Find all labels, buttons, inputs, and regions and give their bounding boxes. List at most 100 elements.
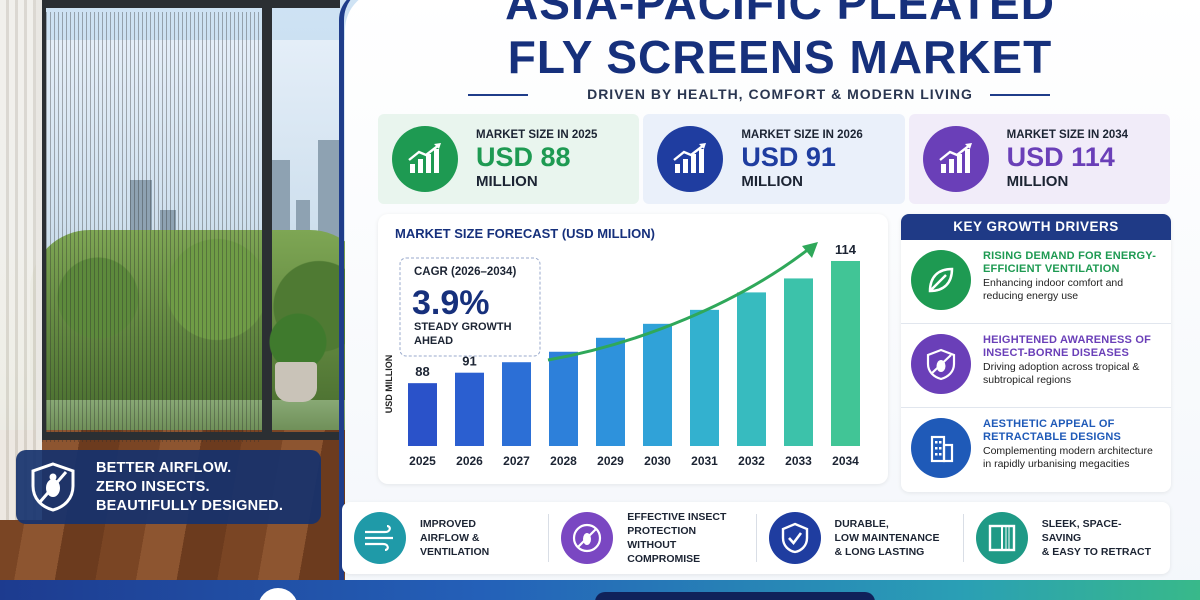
driver-desc: Complementing modern architecture in rap… [983,445,1153,470]
cagr-box [399,257,541,357]
x-tick-label: 2027 [503,454,530,468]
feature-line: SLEEK, SPACE-SAVING [1041,518,1122,544]
tagline-badge: BETTER AIRFLOW. ZERO INSECTS. BEAUTIFULL… [16,450,321,524]
feature-item: DURABLE, LOW MAINTENANCE & LONG LASTING [757,512,964,564]
cagr-value: 3.9% [412,284,490,322]
no-insect-icon [561,512,614,564]
kpi-unit: MILLION [476,172,538,190]
kpi-label: MARKET SIZE IN 2025 [476,128,598,141]
bar-2034 [831,260,860,446]
feature-line: VENTILATION [420,546,490,558]
data-label: 114 [835,242,857,257]
feature-line: & LONG LASTING [834,546,925,558]
feature-line: LOW MAINTENANCE [834,532,940,544]
x-tick-label: 2032 [738,454,765,468]
trend-arrow [547,246,811,362]
feature-item: IMPROVED AIRFLOW & VENTILATION [342,512,550,564]
y-axis-label: USD MILLION [384,355,394,414]
footer-pill [595,592,875,600]
page-subtitle: DRIVEN BY HEALTH, COMFORT & MODERN LIVIN… [587,86,973,102]
forecast-chart-card: MARKET SIZE FORECAST (USD MILLION) USD M… [378,214,888,484]
forecast-chart: MARKET SIZE FORECAST (USD MILLION) USD M… [384,226,860,468]
feature-line: PROTECTION [627,525,697,537]
tagline-line: BETTER AIRFLOW. [96,459,232,476]
cagr-label: CAGR (2026–2034) [414,266,516,278]
bug-shield-icon [31,462,75,512]
bar-2031 [690,309,719,446]
driver-title: RISING DEMAND FOR ENERGY-EFFICIENT VENTI… [983,250,1157,275]
driver-item: HEIGHTENED AWARENESS OF INSECT-BORNE DIS… [901,324,1171,408]
bar-2025 [408,383,437,446]
kpi-value: USD 91 [741,141,836,172]
data-label: 88 [415,364,429,379]
drivers-heading: KEY GROWTH DRIVERS [901,214,1171,240]
shield-check-icon [768,512,821,564]
data-label: 91 [462,354,476,369]
x-tick-label: 2030 [644,454,671,468]
window-frame-icon [975,512,1028,564]
feature-line: AIRFLOW & [420,532,480,544]
footer-logo [258,588,298,600]
bar-2033 [784,278,813,446]
bar-2032 [737,292,766,446]
hero-photo [0,0,400,600]
cagr-note-wrap: STEADY GROWTH AHEAD [414,321,512,347]
bar-2030 [643,323,672,446]
feature-item: SLEEK, SPACE-SAVING & EASY TO RETRACT [964,512,1170,564]
chart-title: MARKET SIZE FORECAST (USD MILLION) [395,226,655,241]
bar-2026 [455,372,484,446]
kpi-unit: MILLION [741,172,803,190]
potted-plant [268,300,328,370]
kpi-label: MARKET SIZE IN 2034 [1006,128,1129,141]
eco-leaf-icon [911,250,971,310]
cagr-note: STEADY GROWTH AHEAD [414,321,512,347]
page-title: ASIA-PACIFIC PLEATED [505,0,1055,29]
fly-screen-mesh [42,12,262,442]
curtain [0,0,42,520]
building-icon [911,418,971,478]
x-tick-label: 2029 [597,454,624,468]
x-tick-label: 2034 [832,454,859,468]
kpi-card: MARKET SIZE IN 2026 USD 91 MILLION [643,114,905,204]
growth-drivers-panel: KEY GROWTH DRIVERS RISING DEMAND FOR ENE… [901,214,1171,492]
footer-band [0,580,1200,600]
plant-pot [275,362,317,402]
x-tick-label: 2028 [550,454,577,468]
bar-2028 [549,351,578,446]
features-row: IMPROVED AIRFLOW & VENTILATION EFFECTIVE… [342,502,1170,574]
no-insect-icon [911,334,971,394]
kpi-value: USD 88 [476,141,571,172]
bar-2027 [502,362,531,446]
growth-chart-icon [657,126,724,192]
x-tick-label: 2025 [409,454,436,468]
kpi-card: MARKET SIZE IN 2034 USD 114 MILLION [908,114,1170,204]
door-frame [40,0,340,8]
page-title: FLY SCREENS MARKET [507,31,1053,83]
tagline-line: BEAUTIFULLY DESIGNED. [96,497,284,514]
driver-item: AESTHETIC APPEAL OF RETRACTABLE DESIGNS … [901,408,1171,492]
divider [990,94,1050,96]
kpi-label: MARKET SIZE IN 2026 [741,128,863,141]
door-frame [262,0,272,440]
x-tick-label: 2031 [691,454,718,468]
feature-line: EFFECTIVE INSECT [627,511,727,523]
feature-line: WITHOUT COMPROMISE [627,539,701,565]
tagline-line: ZERO INSECTS. [96,478,210,495]
airflow-icon [354,512,406,564]
driver-title: AESTHETIC APPEAL OF RETRACTABLE DESIGNS [983,418,1122,443]
x-tick-label: 2026 [456,454,483,468]
feature-line: DURABLE, [834,518,889,530]
x-tick-label: 2033 [785,454,812,468]
feature-line: IMPROVED [420,518,477,530]
bar-2029 [596,337,625,446]
feature-line: & EASY TO RETRACT [1041,546,1152,558]
kpi-unit: MILLION [1006,172,1069,190]
door-frame [40,432,340,440]
kpi-row: MARKET SIZE IN 2025 USD 88 MILLION MARKE… [378,114,1170,204]
driver-title: HEIGHTENED AWARENESS OF INSECT-BORNE DIS… [983,334,1151,359]
trend-arrowhead [802,242,818,258]
kpi-value: USD 114 [1006,141,1115,172]
growth-chart-icon [392,126,458,192]
kpi-card: MARKET SIZE IN 2025 USD 88 MILLION [378,114,640,204]
panel-border [339,0,369,600]
